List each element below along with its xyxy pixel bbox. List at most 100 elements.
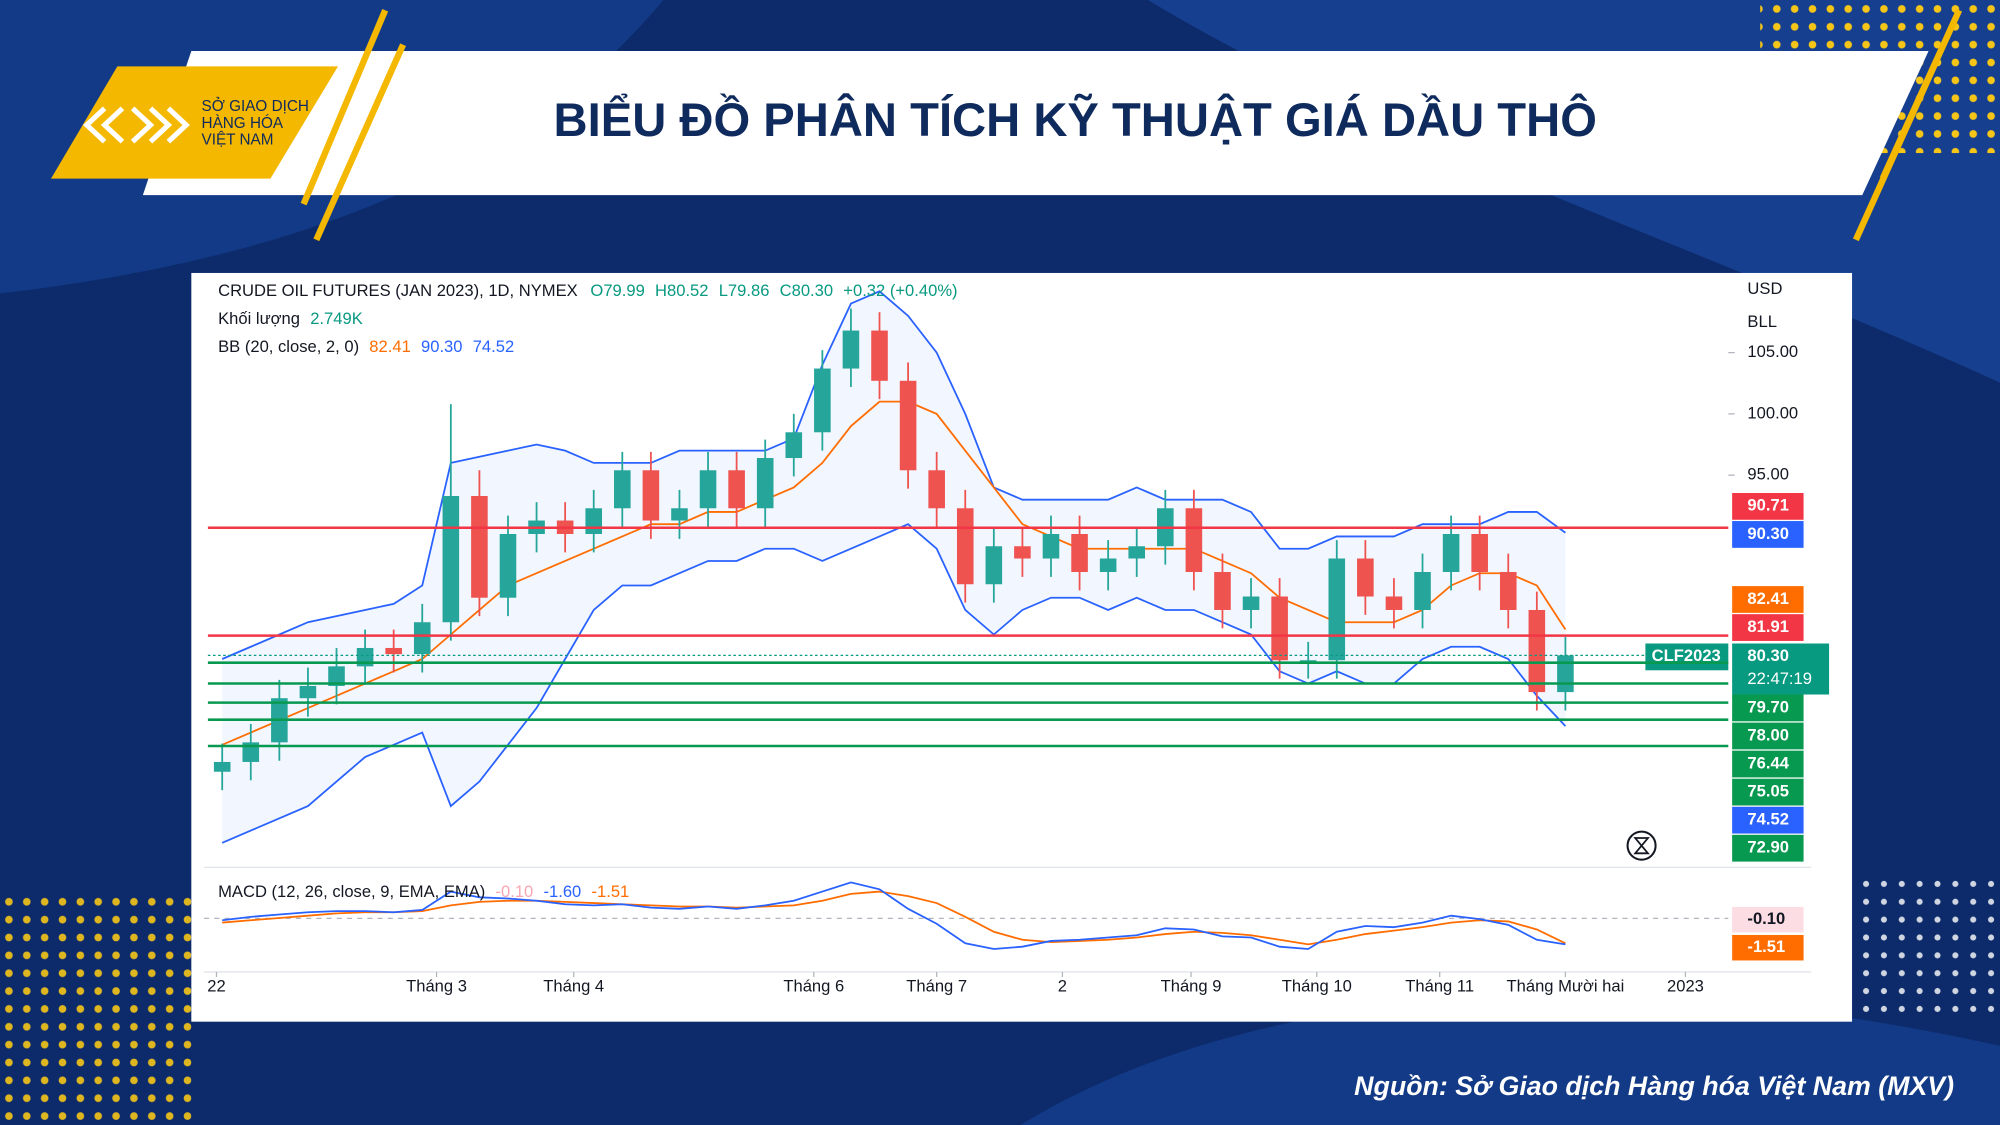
source-note: Nguồn: Sở Giao dịch Hàng hóa Việt Nam (M…	[1354, 1071, 1954, 1101]
price-tag	[1732, 750, 1804, 778]
x-tick-label: Tháng 4	[543, 977, 604, 996]
candle-body	[699, 470, 717, 509]
candle-body	[1299, 660, 1317, 662]
candle-body	[728, 470, 745, 509]
price-tag	[1732, 834, 1804, 862]
price-tag-label: 78.00	[1747, 725, 1789, 744]
volume-label: Khối lượng	[218, 310, 300, 329]
axis-unit: BLL	[1747, 312, 1777, 331]
price-tag-label: 79.70	[1747, 697, 1789, 716]
chart-title: CRUDE OIL FUTURES (JAN 2023), 1D, NYMEX	[218, 281, 578, 300]
candle-body	[956, 508, 974, 585]
candle-body	[1328, 558, 1346, 661]
x-tick-label: 2	[1058, 977, 1067, 996]
chart-legend: BB (20, close, 2, 0) 82.41 90.30 74.52	[218, 338, 514, 357]
bb-value: 90.30	[421, 338, 463, 357]
accent-line	[313, 43, 406, 242]
price-tag-label: 80.30	[1747, 646, 1789, 665]
candle-body	[1214, 571, 1231, 610]
chart-panel	[191, 272, 1853, 1022]
x-tick-label: 22	[207, 977, 225, 996]
logo-chevron	[100, 106, 125, 144]
readout: +0.32 (+0.40%)	[843, 281, 957, 300]
candle-body	[213, 761, 231, 772]
candle-body	[1471, 533, 1488, 572]
x-tick-label: Tháng Mười hai	[1507, 977, 1625, 996]
candle-body	[671, 508, 688, 521]
volume-value: 2.749K	[310, 310, 363, 329]
bb-upper	[221, 290, 1566, 660]
logo-text: VIỆT NAM	[202, 131, 274, 148]
price-tag	[1732, 492, 1804, 520]
price-tag	[1732, 778, 1804, 806]
icon-ring	[1626, 830, 1657, 861]
price-tag-label: 90.30	[1747, 524, 1789, 543]
readout: H80.52	[655, 281, 708, 300]
price-tag-label: 81.91	[1747, 617, 1789, 636]
x-tick-label: Tháng 10	[1282, 977, 1352, 996]
price-tag	[1732, 614, 1804, 641]
chart-legend: CRUDE OIL FUTURES (JAN 2023), 1D, NYMEX O…	[218, 281, 957, 300]
axis-unit: USD	[1747, 279, 1782, 298]
price-tag	[1732, 806, 1804, 834]
logo-chevron	[148, 106, 173, 144]
chart-legend: Khối lượng 2.749K	[218, 310, 363, 329]
candle-body	[785, 432, 803, 459]
price-tag-time: 22:47:19	[1747, 669, 1812, 688]
price-tag	[1732, 586, 1804, 613]
candle-body	[899, 380, 917, 471]
candle-body	[642, 470, 660, 521]
price-tag-label: 72.90	[1747, 838, 1789, 857]
dot-decoration	[0, 892, 192, 1125]
logo-chevron	[166, 106, 190, 144]
x-tick-label: Tháng 11	[1405, 977, 1474, 996]
x-tick-label: Tháng 9	[1161, 977, 1222, 996]
macd-value: -1.60	[543, 882, 581, 901]
candle-body	[328, 666, 345, 686]
dot-decoration	[1862, 880, 2000, 1021]
page-title: BIỂU ĐỒ PHÂN TÍCH KỸ THUẬT GIÁ DẦU THÔ	[554, 92, 1597, 147]
candle-body	[499, 533, 517, 598]
candle-body	[442, 496, 460, 623]
price-tag-label: 75.05	[1747, 781, 1789, 800]
accent-line	[300, 8, 389, 206]
candle-body	[1528, 609, 1546, 693]
candle-body	[385, 647, 402, 655]
candle-body	[1099, 558, 1117, 572]
candle-body	[614, 470, 631, 509]
logo-text: HÀNG HÓA	[202, 115, 284, 132]
candle-body	[1357, 558, 1374, 597]
symbol-tag	[1645, 643, 1729, 671]
macd-tag-label: -1.51	[1747, 937, 1785, 956]
replay-icon	[1626, 830, 1657, 861]
macd-value: -0.10	[495, 882, 533, 901]
bg-swoosh	[1020, 995, 2000, 1125]
price-tag	[1732, 521, 1804, 548]
candle-body	[985, 546, 1003, 585]
bb-value: 82.41	[369, 338, 411, 357]
symbol-tag-label: CLF2023	[1652, 646, 1721, 665]
candle-body	[1442, 533, 1460, 572]
logo-text: SỞ GIAO DỊCH	[202, 97, 309, 115]
candle-body	[1042, 533, 1060, 559]
price-tag	[1732, 694, 1804, 722]
bb-label: BB (20, close, 2, 0)	[218, 338, 359, 357]
x-tick-label: Tháng 6	[783, 977, 844, 996]
readout: O79.99	[590, 281, 644, 300]
candle-body	[1499, 571, 1517, 610]
candle-body	[1271, 596, 1288, 661]
candle-body	[871, 330, 888, 381]
macd-signal	[222, 890, 1566, 946]
bb-value: 74.52	[473, 338, 515, 357]
candle-body	[756, 458, 774, 509]
candle-body	[928, 470, 945, 509]
price-tag-label: 74.52	[1747, 810, 1789, 829]
readout: C80.30	[780, 281, 833, 300]
y-tick-label: 95.00	[1747, 465, 1789, 484]
candle-body	[842, 330, 860, 369]
macd-line	[222, 881, 1566, 950]
candle-body	[471, 496, 488, 598]
candle-body	[1071, 533, 1088, 572]
